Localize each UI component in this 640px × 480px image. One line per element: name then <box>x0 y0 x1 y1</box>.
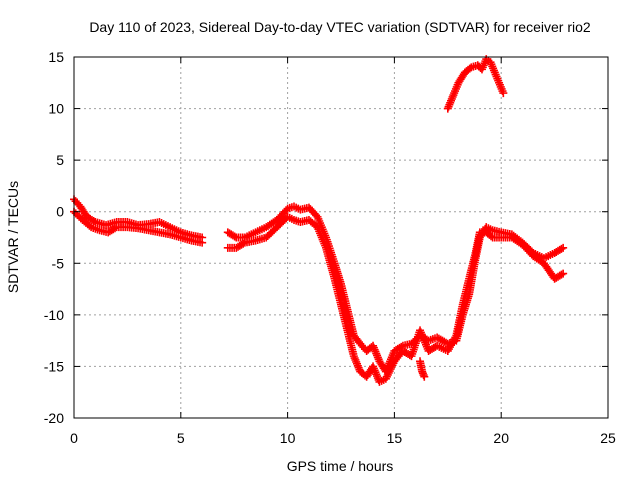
y-tick-label: 0 <box>56 204 64 220</box>
grid-layer <box>74 57 608 418</box>
x-tick-label: 10 <box>280 430 296 446</box>
data-point <box>420 372 429 381</box>
series-track-a <box>70 195 207 242</box>
data-point <box>111 224 120 233</box>
series-outlier-1 <box>416 357 429 381</box>
y-tick-label: -5 <box>52 255 65 271</box>
y-tick-label: -10 <box>44 307 64 323</box>
data-point <box>487 232 496 241</box>
data-point <box>559 269 568 278</box>
x-axis-label: GPS time / hours <box>287 458 394 474</box>
x-tick-label: 25 <box>600 430 616 446</box>
x-tick-label: 15 <box>387 430 403 446</box>
series-track-d <box>223 212 568 386</box>
series-arc <box>443 55 508 113</box>
data-point <box>198 238 207 247</box>
data-point <box>89 216 98 225</box>
y-tick-label: 15 <box>48 49 64 65</box>
data-point <box>239 239 248 248</box>
y-tick-label: -20 <box>44 410 64 426</box>
x-tick-label: 0 <box>70 430 78 446</box>
y-axis-label: SDTVAR / TECUs <box>5 181 21 293</box>
plot-frame <box>73 56 609 419</box>
data-point <box>559 243 568 252</box>
data-point <box>557 270 566 279</box>
data-point <box>230 232 239 241</box>
series-track-b <box>70 207 207 247</box>
y-tick-label: 10 <box>48 101 64 117</box>
data-point <box>557 244 566 253</box>
data-layer <box>70 55 568 386</box>
tick-layer: 0 5 10 15 20 25 -20 -15 -10 -5 0 5 10 15 <box>44 49 616 446</box>
y-tick-label: -15 <box>44 358 64 374</box>
chart-title: Day 110 of 2023, Sidereal Day-to-day VTE… <box>89 19 591 35</box>
data-point <box>499 89 508 98</box>
y-tick-label: 5 <box>56 152 64 168</box>
x-tick-label: 20 <box>493 430 509 446</box>
x-tick-label: 5 <box>177 430 185 446</box>
